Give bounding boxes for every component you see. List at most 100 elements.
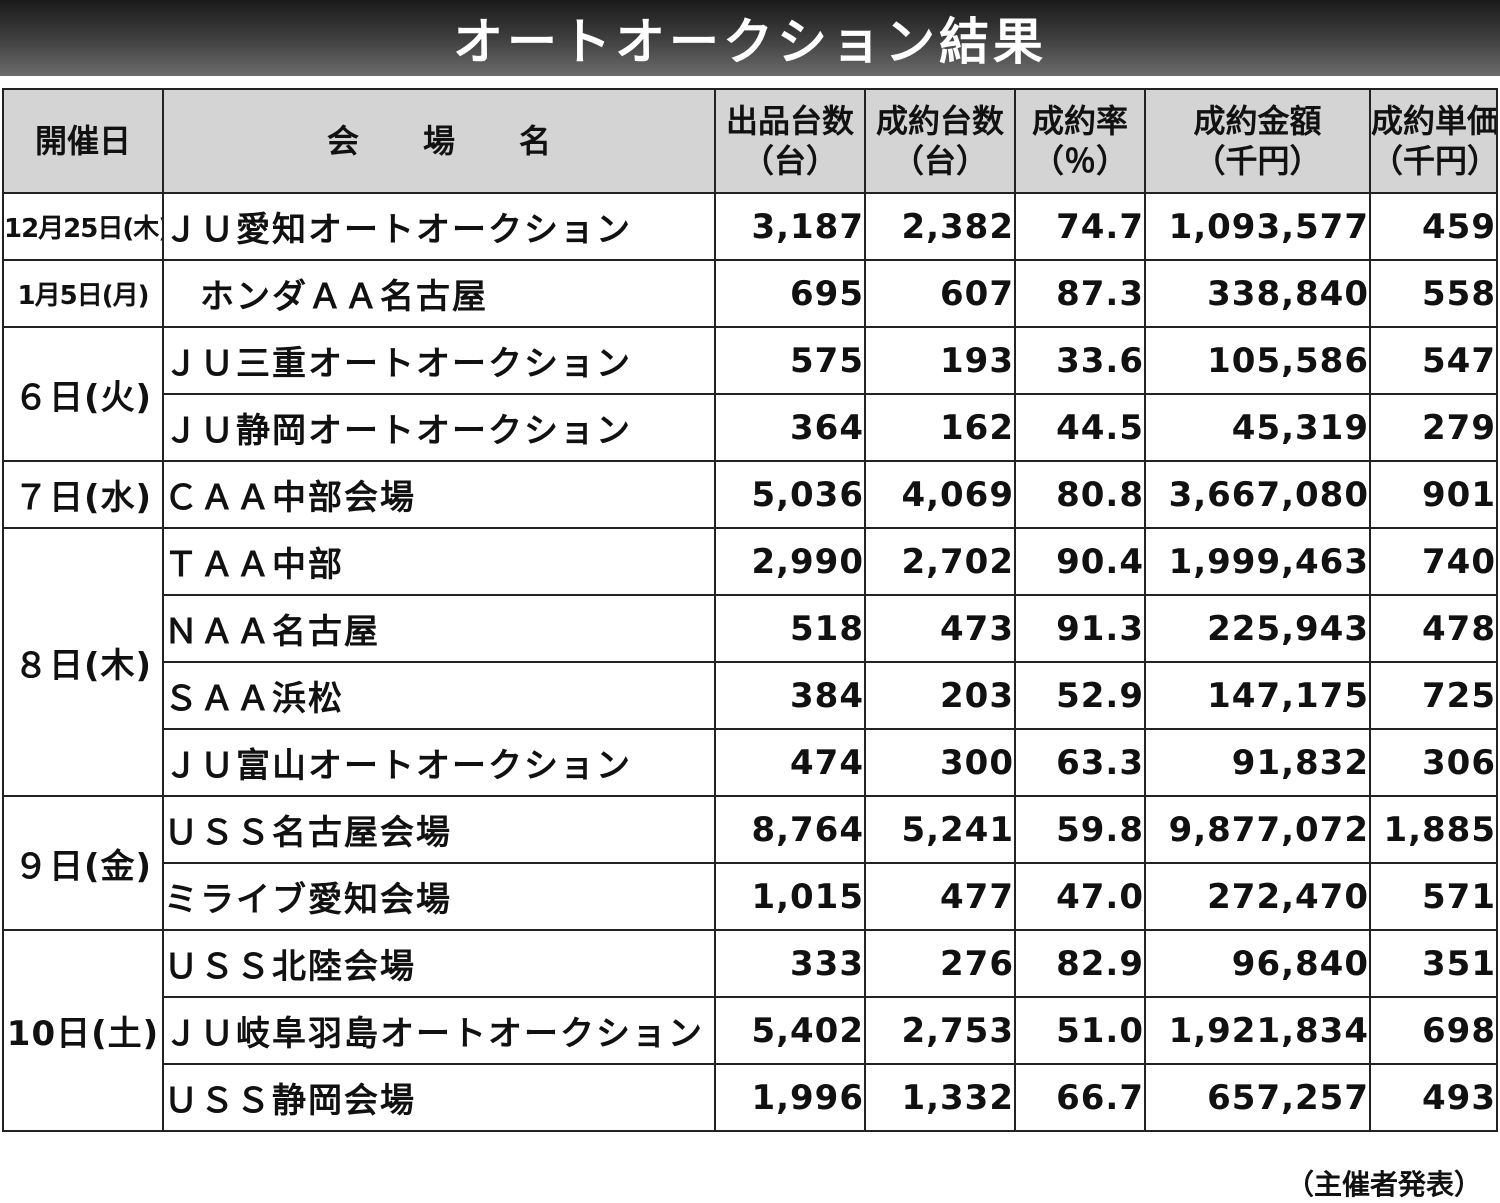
rate-cell: 90.4 [1014, 527, 1146, 596]
date-cell: ８日(木) [2, 527, 164, 797]
table-row: 12月25日(木) ＪＵ愛知オートオークション 3,187 2,382 74.7… [2, 192, 1498, 261]
source-note: （主催者発表） [1285, 1168, 1482, 1201]
table-row: ６日(火) ＪＵ三重オートオークション 575 193 33.6 105,586… [2, 326, 1498, 462]
listed-cell: 1,996 [714, 1063, 866, 1132]
venue-cell: ＵＳＳ静岡会場 [162, 1063, 716, 1132]
header-rate-label: 成約率 [1031, 102, 1128, 140]
header-listed-label: 出品台数 [725, 102, 854, 140]
listed-cell: 518 [714, 594, 866, 663]
sold-cell: 203 [864, 661, 1016, 730]
table-row: 10日(土) ＵＳＳ北陸会場 333 276 82.9 96,840 351 [2, 929, 1498, 1132]
date-cell: 10日(土) [2, 929, 164, 1132]
unit-price-cell: 351 [1369, 929, 1498, 998]
page-title: オートオークション結果 [453, 13, 1047, 71]
venue-cell: ＵＳＳ名古屋会場 [162, 795, 716, 864]
date-cell: 12月25日(木) [2, 192, 164, 261]
header-unit-price: 成約単価 （千円） [1369, 88, 1498, 194]
listed-cell: 8,764 [714, 795, 866, 864]
amount-cell: 1,999,463 [1144, 527, 1371, 596]
listed-cell: 333 [714, 929, 866, 998]
venue-cell: ＴＡＡ中部 [162, 527, 716, 596]
venue-cell: ホンダＡＡ名古屋 [162, 259, 716, 328]
amount-cell: 91,832 [1144, 728, 1371, 797]
date-cell: ６日(火) [2, 326, 164, 462]
table-row: ＪＵ静岡オートオークション 364 162 44.5 45,319 279 [3, 393, 1498, 462]
amount-cell: 105,586 [1144, 326, 1371, 395]
listed-cell: 5,036 [714, 460, 866, 529]
header-date: 開催日 [2, 88, 164, 194]
header-venue: 会 場 名 [162, 88, 716, 194]
sold-cell: 193 [864, 326, 1016, 395]
sold-cell: 276 [864, 929, 1016, 998]
header-row: 開催日 会 場 名 出品台数 （台） 成約台数 （台） 成約率 （％） 成約金額 （千円… [2, 88, 1498, 194]
unit-price-cell: 547 [1369, 326, 1498, 395]
table-row: ミライブ愛知会場 1,015 477 47.0 272,470 571 [3, 862, 1498, 931]
unit-price-cell: 306 [1369, 728, 1498, 797]
rate-cell: 47.0 [1014, 862, 1146, 931]
amount-cell: 1,921,834 [1144, 996, 1371, 1065]
unit-price-cell: 698 [1369, 996, 1498, 1065]
header-amount: 成約金額 （千円） [1144, 88, 1371, 194]
table-row: ＪＵ富山オートオークション 474 300 63.3 91,832 306 [3, 728, 1498, 797]
amount-cell: 1,093,577 [1144, 192, 1371, 261]
listed-cell: 2,990 [714, 527, 866, 596]
venue-cell: ＪＵ岐阜羽島オートオークション [162, 996, 716, 1065]
header-sold-label: 成約台数 [875, 102, 1004, 140]
unit-price-cell: 478 [1369, 594, 1498, 663]
unit-price-cell: 725 [1369, 661, 1498, 730]
venue-cell: ＵＳＳ北陸会場 [162, 929, 716, 998]
unit-price-cell: 901 [1369, 460, 1498, 529]
listed-cell: 3,187 [714, 192, 866, 261]
rate-cell: 63.3 [1014, 728, 1146, 797]
table-row: ＵＳＳ静岡会場 1,996 1,332 66.7 657,257 493 [3, 1063, 1498, 1132]
sold-cell: 473 [864, 594, 1016, 663]
header-unit-price-unit: （千円） [1371, 142, 1497, 180]
venue-cell: ＪＵ静岡オートオークション [162, 393, 716, 462]
header-listed: 出品台数 （台） [714, 88, 866, 194]
listed-cell: 5,402 [714, 996, 866, 1065]
rate-cell: 44.5 [1014, 393, 1146, 462]
header-amount-unit: （千円） [1193, 142, 1322, 180]
date-cell: 1月5日(月) [2, 259, 164, 328]
rate-cell: 91.3 [1014, 594, 1146, 663]
listed-cell: 364 [714, 393, 866, 462]
amount-cell: 225,943 [1144, 594, 1371, 663]
table-row: ８日(木) ＴＡＡ中部 2,990 2,702 90.4 1,999,463 7… [2, 527, 1498, 797]
venue-cell: ＳＡＡ浜松 [162, 661, 716, 730]
rate-cell: 66.7 [1014, 1063, 1146, 1132]
listed-cell: 384 [714, 661, 866, 730]
results-table: 開催日 会 場 名 出品台数 （台） 成約台数 （台） 成約率 （％） 成約金額 （千円… [2, 88, 1498, 1132]
table-row: ＳＡＡ浜松 384 203 52.9 147,175 725 [3, 661, 1498, 730]
venue-cell: ＪＵ三重オートオークション [162, 326, 716, 395]
amount-cell: 338,840 [1144, 259, 1371, 328]
amount-cell: 3,667,080 [1144, 460, 1371, 529]
rate-cell: 74.7 [1014, 192, 1146, 261]
unit-price-cell: 459 [1369, 192, 1498, 261]
amount-cell: 9,877,072 [1144, 795, 1371, 864]
unit-price-cell: 279 [1369, 393, 1498, 462]
sold-cell: 2,753 [864, 996, 1016, 1065]
sold-cell: 1,332 [864, 1063, 1016, 1132]
title-bar: オートオークション結果 [0, 0, 1500, 76]
sold-cell: 4,069 [864, 460, 1016, 529]
amount-cell: 657,257 [1144, 1063, 1371, 1132]
table-row: 1月5日(月) ホンダＡＡ名古屋 695 607 87.3 338,840 55… [2, 259, 1498, 328]
amount-cell: 96,840 [1144, 929, 1371, 998]
venue-cell: ＣＡＡ中部会場 [162, 460, 716, 529]
listed-cell: 575 [714, 326, 866, 395]
table-row: ９日(金) ＵＳＳ名古屋会場 8,764 5,241 59.8 9,877,07… [2, 795, 1498, 931]
rate-cell: 87.3 [1014, 259, 1146, 328]
listed-cell: 474 [714, 728, 866, 797]
rate-cell: 51.0 [1014, 996, 1146, 1065]
amount-cell: 147,175 [1144, 661, 1371, 730]
amount-cell: 45,319 [1144, 393, 1371, 462]
unit-price-cell: 558 [1369, 259, 1498, 328]
venue-cell: ＪＵ富山オートオークション [162, 728, 716, 797]
venue-cell: ミライブ愛知会場 [162, 862, 716, 931]
unit-price-cell: 740 [1369, 527, 1498, 596]
header-rate: 成約率 （％） [1014, 88, 1146, 194]
date-cell: ９日(金) [2, 795, 164, 931]
date-cell: ７日(水) [2, 460, 164, 529]
header-unit-price-label: 成約単価 [1371, 102, 1497, 140]
table-row: ＮＡＡ名古屋 518 473 91.3 225,943 478 [3, 594, 1498, 663]
